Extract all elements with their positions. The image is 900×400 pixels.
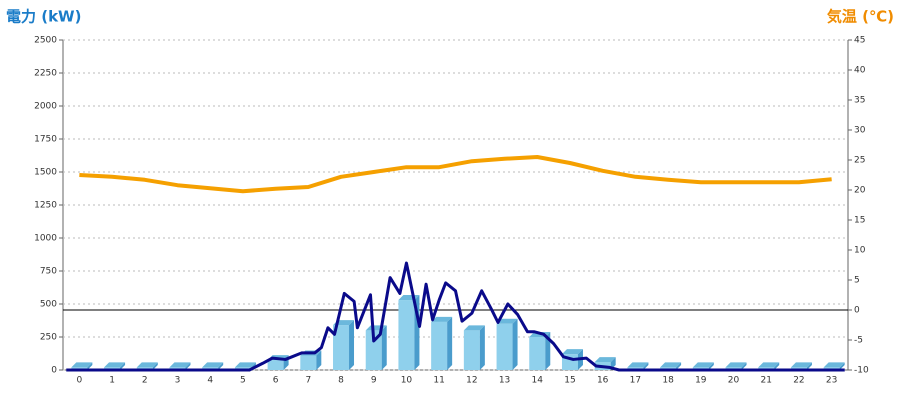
bar-top: [104, 362, 126, 368]
bar-top: [660, 362, 682, 368]
bar-top: [169, 362, 191, 368]
y2-tick-label: 25: [854, 156, 865, 166]
y-tick-label: 1750: [34, 135, 57, 145]
x-tick-label: 8: [338, 376, 344, 386]
bar-side: [349, 320, 355, 370]
y2-tick-label: -10: [854, 366, 869, 376]
bar-top: [758, 362, 780, 368]
bar-top: [594, 357, 616, 363]
bar-side: [218, 362, 224, 370]
x-tick-label: 9: [371, 376, 377, 386]
y2-tick-label: 15: [854, 216, 865, 226]
bar-side: [839, 362, 845, 370]
bar-top: [71, 362, 93, 368]
bar: [529, 337, 546, 370]
bar-top: [725, 362, 747, 368]
bar-side: [87, 362, 93, 370]
bar-top: [202, 362, 224, 368]
bar: [267, 360, 284, 370]
bar: [365, 330, 382, 370]
bar-side: [479, 325, 485, 370]
bar-side: [120, 362, 126, 370]
bar-side: [676, 362, 682, 370]
y-tick-label: 1000: [34, 234, 57, 244]
y-tick-label: 1250: [34, 201, 57, 211]
bar: [333, 325, 350, 370]
bar-top: [692, 362, 714, 368]
bar-top: [561, 349, 583, 355]
y-tick-label: 2250: [34, 69, 57, 79]
bar-top: [496, 318, 518, 324]
x-tick-label: 5: [240, 376, 246, 386]
y-tick-label: 2000: [34, 102, 57, 112]
x-tick-label: 15: [564, 376, 575, 386]
bar-side: [774, 362, 780, 370]
x-tick-label: 13: [499, 376, 510, 386]
x-tick-label: 18: [662, 376, 674, 386]
y2-tick-label: 10: [854, 246, 866, 256]
bar-top: [790, 362, 812, 368]
bar-side: [185, 362, 191, 370]
bar-side: [381, 325, 387, 370]
line: [66, 261, 845, 372]
x-tick-label: 12: [466, 376, 477, 386]
bar-side: [316, 350, 322, 370]
y2-tick-label: 45: [854, 36, 865, 46]
y-tick-label: 0: [51, 366, 57, 376]
x-tick-label: 23: [826, 376, 837, 386]
bar-side: [806, 362, 812, 370]
x-tick-label: 20: [728, 376, 740, 386]
x-tick-label: 21: [761, 376, 772, 386]
y-tick-label: 1500: [34, 168, 57, 178]
y2-tick-label: 30: [854, 126, 866, 136]
bar-side: [447, 316, 453, 370]
bar-side: [512, 318, 518, 370]
x-tick-label: 7: [305, 376, 311, 386]
x-tick-label: 4: [207, 376, 213, 386]
chart-title: 電力 (kW): [6, 8, 81, 26]
bar-top: [136, 362, 158, 368]
y-tick-label: 500: [40, 300, 57, 310]
y2-tick-label: 40: [854, 66, 866, 76]
bar-top: [627, 362, 649, 368]
bar: [398, 300, 415, 370]
bar-side: [152, 362, 158, 370]
x-tick-label: 1: [109, 376, 115, 386]
x-tick-label: 16: [597, 376, 609, 386]
y2-title: 気温 (℃): [827, 8, 894, 26]
bar-side: [545, 332, 551, 370]
x-tick-label: 19: [695, 376, 707, 386]
bar-side: [741, 362, 747, 370]
line: [79, 155, 832, 194]
y2-tick-label: 20: [854, 186, 866, 196]
bar: [496, 323, 513, 370]
x-tick-label: 10: [401, 376, 413, 386]
x-tick-label: 11: [433, 376, 444, 386]
y-tick-label: 2500: [34, 36, 57, 46]
bar-top: [823, 362, 845, 368]
x-tick-label: 3: [175, 376, 181, 386]
y2-tick-label: 5: [854, 276, 860, 286]
bar: [463, 330, 480, 370]
bar-side: [708, 362, 714, 370]
x-tick-label: 17: [630, 376, 641, 386]
y2-tick-label: -5: [854, 336, 863, 346]
x-tick-label: 14: [532, 376, 544, 386]
x-tick-label: 2: [142, 376, 148, 386]
y2-tick-label: 35: [854, 96, 865, 106]
bar-top: [463, 325, 485, 331]
y-tick-label: 250: [40, 333, 57, 343]
bar-side: [643, 362, 649, 370]
x-tick-label: 6: [273, 376, 279, 386]
bar: [300, 355, 317, 370]
bar: [431, 321, 448, 370]
y-tick-label: 750: [40, 267, 57, 277]
x-tick-label: 0: [76, 376, 82, 386]
y2-tick-label: 0: [854, 306, 860, 316]
x-tick-label: 22: [793, 376, 804, 386]
bar-top: [234, 362, 256, 368]
bar-top: [431, 316, 453, 322]
